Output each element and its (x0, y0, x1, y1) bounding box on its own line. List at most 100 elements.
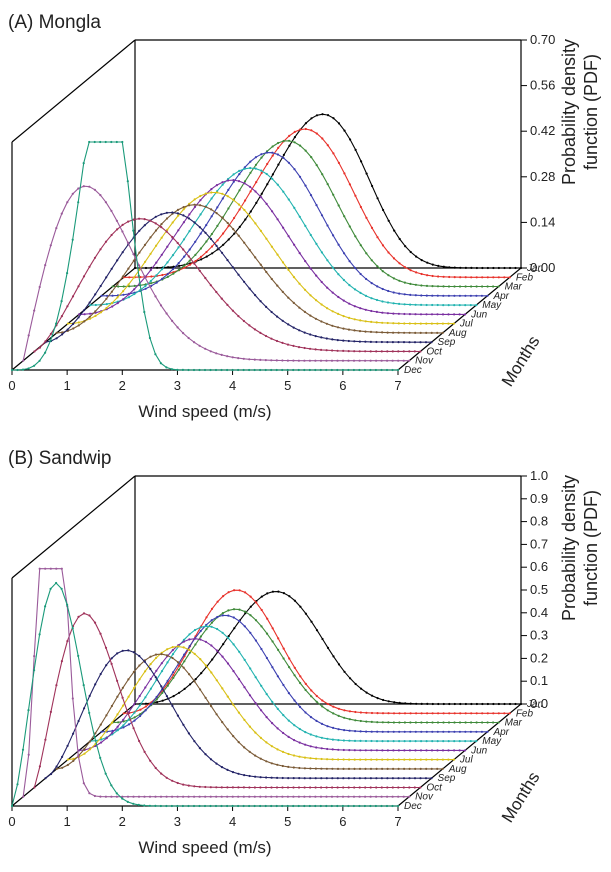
series-point (354, 719, 357, 722)
series-point (276, 707, 279, 710)
series-point (381, 287, 384, 291)
series-point (288, 595, 291, 598)
series-point (298, 175, 302, 178)
series-point (370, 739, 373, 743)
series-point (210, 644, 213, 647)
series-point (171, 235, 174, 239)
series-point (177, 268, 180, 272)
series-point (436, 313, 439, 316)
series-point (420, 284, 423, 287)
y-tick-label: 0.9 (530, 491, 548, 506)
y-tick-label: 0.6 (530, 559, 548, 574)
series-point (332, 655, 335, 658)
series-point (403, 303, 406, 306)
series-point (94, 293, 97, 296)
series-point (481, 721, 484, 724)
series-point (264, 359, 267, 362)
series-point (138, 704, 141, 707)
series-point (121, 251, 124, 254)
series-point (161, 277, 164, 280)
series-point (343, 129, 346, 132)
series-point (89, 312, 92, 315)
series-point (342, 339, 345, 342)
series-point (226, 179, 230, 182)
series-point (392, 749, 395, 752)
series-point (259, 263, 262, 266)
series-point (436, 730, 439, 733)
series-point (215, 184, 218, 187)
series-point (249, 171, 252, 174)
series-point (447, 721, 451, 724)
series-point (99, 311, 103, 314)
series-point (110, 209, 113, 212)
series-point (398, 262, 401, 265)
series-point (387, 700, 390, 703)
series-point (116, 725, 119, 728)
series-point (243, 280, 246, 283)
series-point (492, 285, 495, 288)
series-point (121, 649, 124, 652)
series-point (237, 804, 240, 808)
series-point (381, 244, 385, 247)
series-point (347, 795, 350, 798)
series-point (287, 296, 290, 299)
series-point (470, 712, 473, 715)
series-point (187, 255, 190, 258)
series-point (321, 699, 324, 702)
series-point (216, 615, 219, 619)
series-point (265, 270, 268, 274)
series-point (144, 670, 147, 673)
series-point (189, 683, 192, 686)
series-point (182, 214, 185, 217)
series-point (381, 712, 385, 715)
series-point (66, 328, 69, 331)
series-point (425, 303, 428, 307)
series-point (243, 774, 246, 777)
series-point (10, 804, 14, 808)
series-point (447, 730, 450, 733)
series-point (297, 359, 300, 362)
series-point (231, 368, 234, 372)
series-point (193, 637, 196, 640)
series-point (126, 800, 129, 803)
series-point (347, 804, 350, 808)
series-point (320, 747, 323, 750)
series-point (99, 795, 102, 798)
series-point (287, 777, 290, 780)
series-point (165, 795, 168, 798)
series-point (376, 285, 379, 288)
series-point (210, 621, 213, 624)
series-point (248, 287, 251, 290)
x-tick-label: 2 (119, 378, 126, 393)
series-point (83, 748, 86, 751)
series-jun (78, 637, 467, 752)
series-point (216, 206, 219, 209)
series-point (38, 633, 41, 636)
series-point (133, 703, 136, 706)
series-point (442, 294, 445, 297)
series-point (99, 194, 102, 197)
series-point (386, 749, 389, 752)
series-point (149, 677, 152, 681)
series-point (237, 234, 240, 237)
series-point (370, 320, 373, 323)
series-point (105, 294, 109, 297)
series-point (82, 162, 85, 165)
month-label: Feb (516, 708, 534, 719)
series-point (132, 651, 135, 654)
series-point (292, 301, 295, 304)
series-point (166, 261, 169, 264)
series-point (288, 666, 291, 669)
series-point (238, 650, 241, 653)
series-point (408, 749, 411, 752)
series-point (299, 128, 302, 131)
series-point (354, 682, 357, 686)
series-point (171, 656, 174, 660)
series-point (387, 712, 390, 715)
series-point (414, 283, 417, 286)
series-point (166, 245, 169, 248)
series-point (315, 114, 319, 117)
series-point (358, 786, 361, 789)
series-point (132, 259, 135, 262)
